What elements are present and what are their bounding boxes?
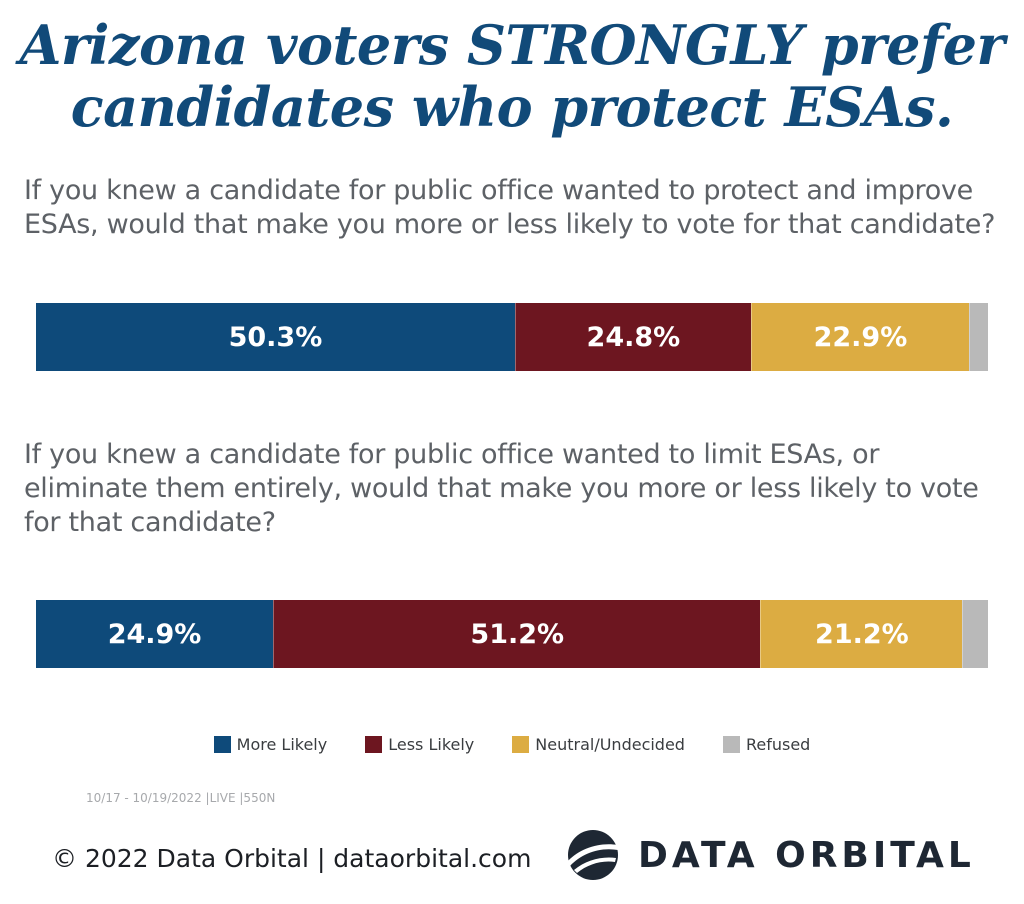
field-dates-note: 10/17 - 10/19/2022 |LIVE |550N: [86, 791, 276, 805]
bar-1-segment-more-likely: 50.3%: [36, 303, 515, 371]
legend-label-less-likely: Less Likely: [388, 735, 475, 754]
bar-1-segment-neutral-undecided: 22.9%: [750, 303, 969, 371]
legend-label-neutral: Neutral/Undecided: [535, 735, 685, 754]
legend-swatch-neutral: [512, 736, 530, 753]
data-orbital-logo: DATA ORBITAL: [566, 828, 975, 882]
chart-title-line-2: candidates who protect ESAs.: [70, 75, 954, 139]
bar-2-segment-less-likely: 51.2%: [273, 600, 761, 668]
question-1: If you knew a candidate for public offic…: [24, 175, 996, 240]
question-2: If you knew a candidate for public offic…: [24, 439, 979, 538]
logo-wordmark: DATA ORBITAL: [638, 834, 975, 876]
legend-item-neutral: Neutral/Undecided: [512, 735, 685, 754]
legend-swatch-more-likely: [213, 736, 231, 753]
bar-2-segment-neutral-undecided: 21.2%: [760, 600, 963, 668]
chart-title: Arizona voters STRONGLY prefer candidate…: [0, 14, 1024, 138]
bar-1-segment-less-likely: 24.8%: [514, 303, 751, 371]
globe-orbit-logo-icon: [568, 830, 618, 880]
chart-title-line-1: Arizona voters STRONGLY prefer: [19, 13, 1005, 77]
bar-2-segment-refused: [962, 600, 988, 668]
legend: More Likely Less Likely Neutral/Undecide…: [0, 735, 1024, 754]
copyright-text: © 2022 Data Orbital | dataorbital.com: [52, 844, 532, 873]
bar-2-segment-more-likely: 24.9%: [36, 600, 274, 668]
legend-swatch-refused: [722, 736, 740, 753]
legend-item-more-likely: More Likely: [213, 735, 328, 754]
bar-1-segment-refused: [968, 303, 988, 371]
legend-label-refused: Refused: [745, 735, 811, 754]
legend-label-more-likely: More Likely: [236, 735, 328, 754]
legend-swatch-less-likely: [365, 736, 383, 753]
legend-item-refused: Refused: [722, 735, 811, 754]
legend-item-less-likely: Less Likely: [365, 735, 474, 754]
stacked-bar-1: 50.3% 24.8% 22.9%: [36, 303, 988, 371]
stacked-bar-2: 24.9% 51.2% 21.2%: [36, 600, 988, 668]
